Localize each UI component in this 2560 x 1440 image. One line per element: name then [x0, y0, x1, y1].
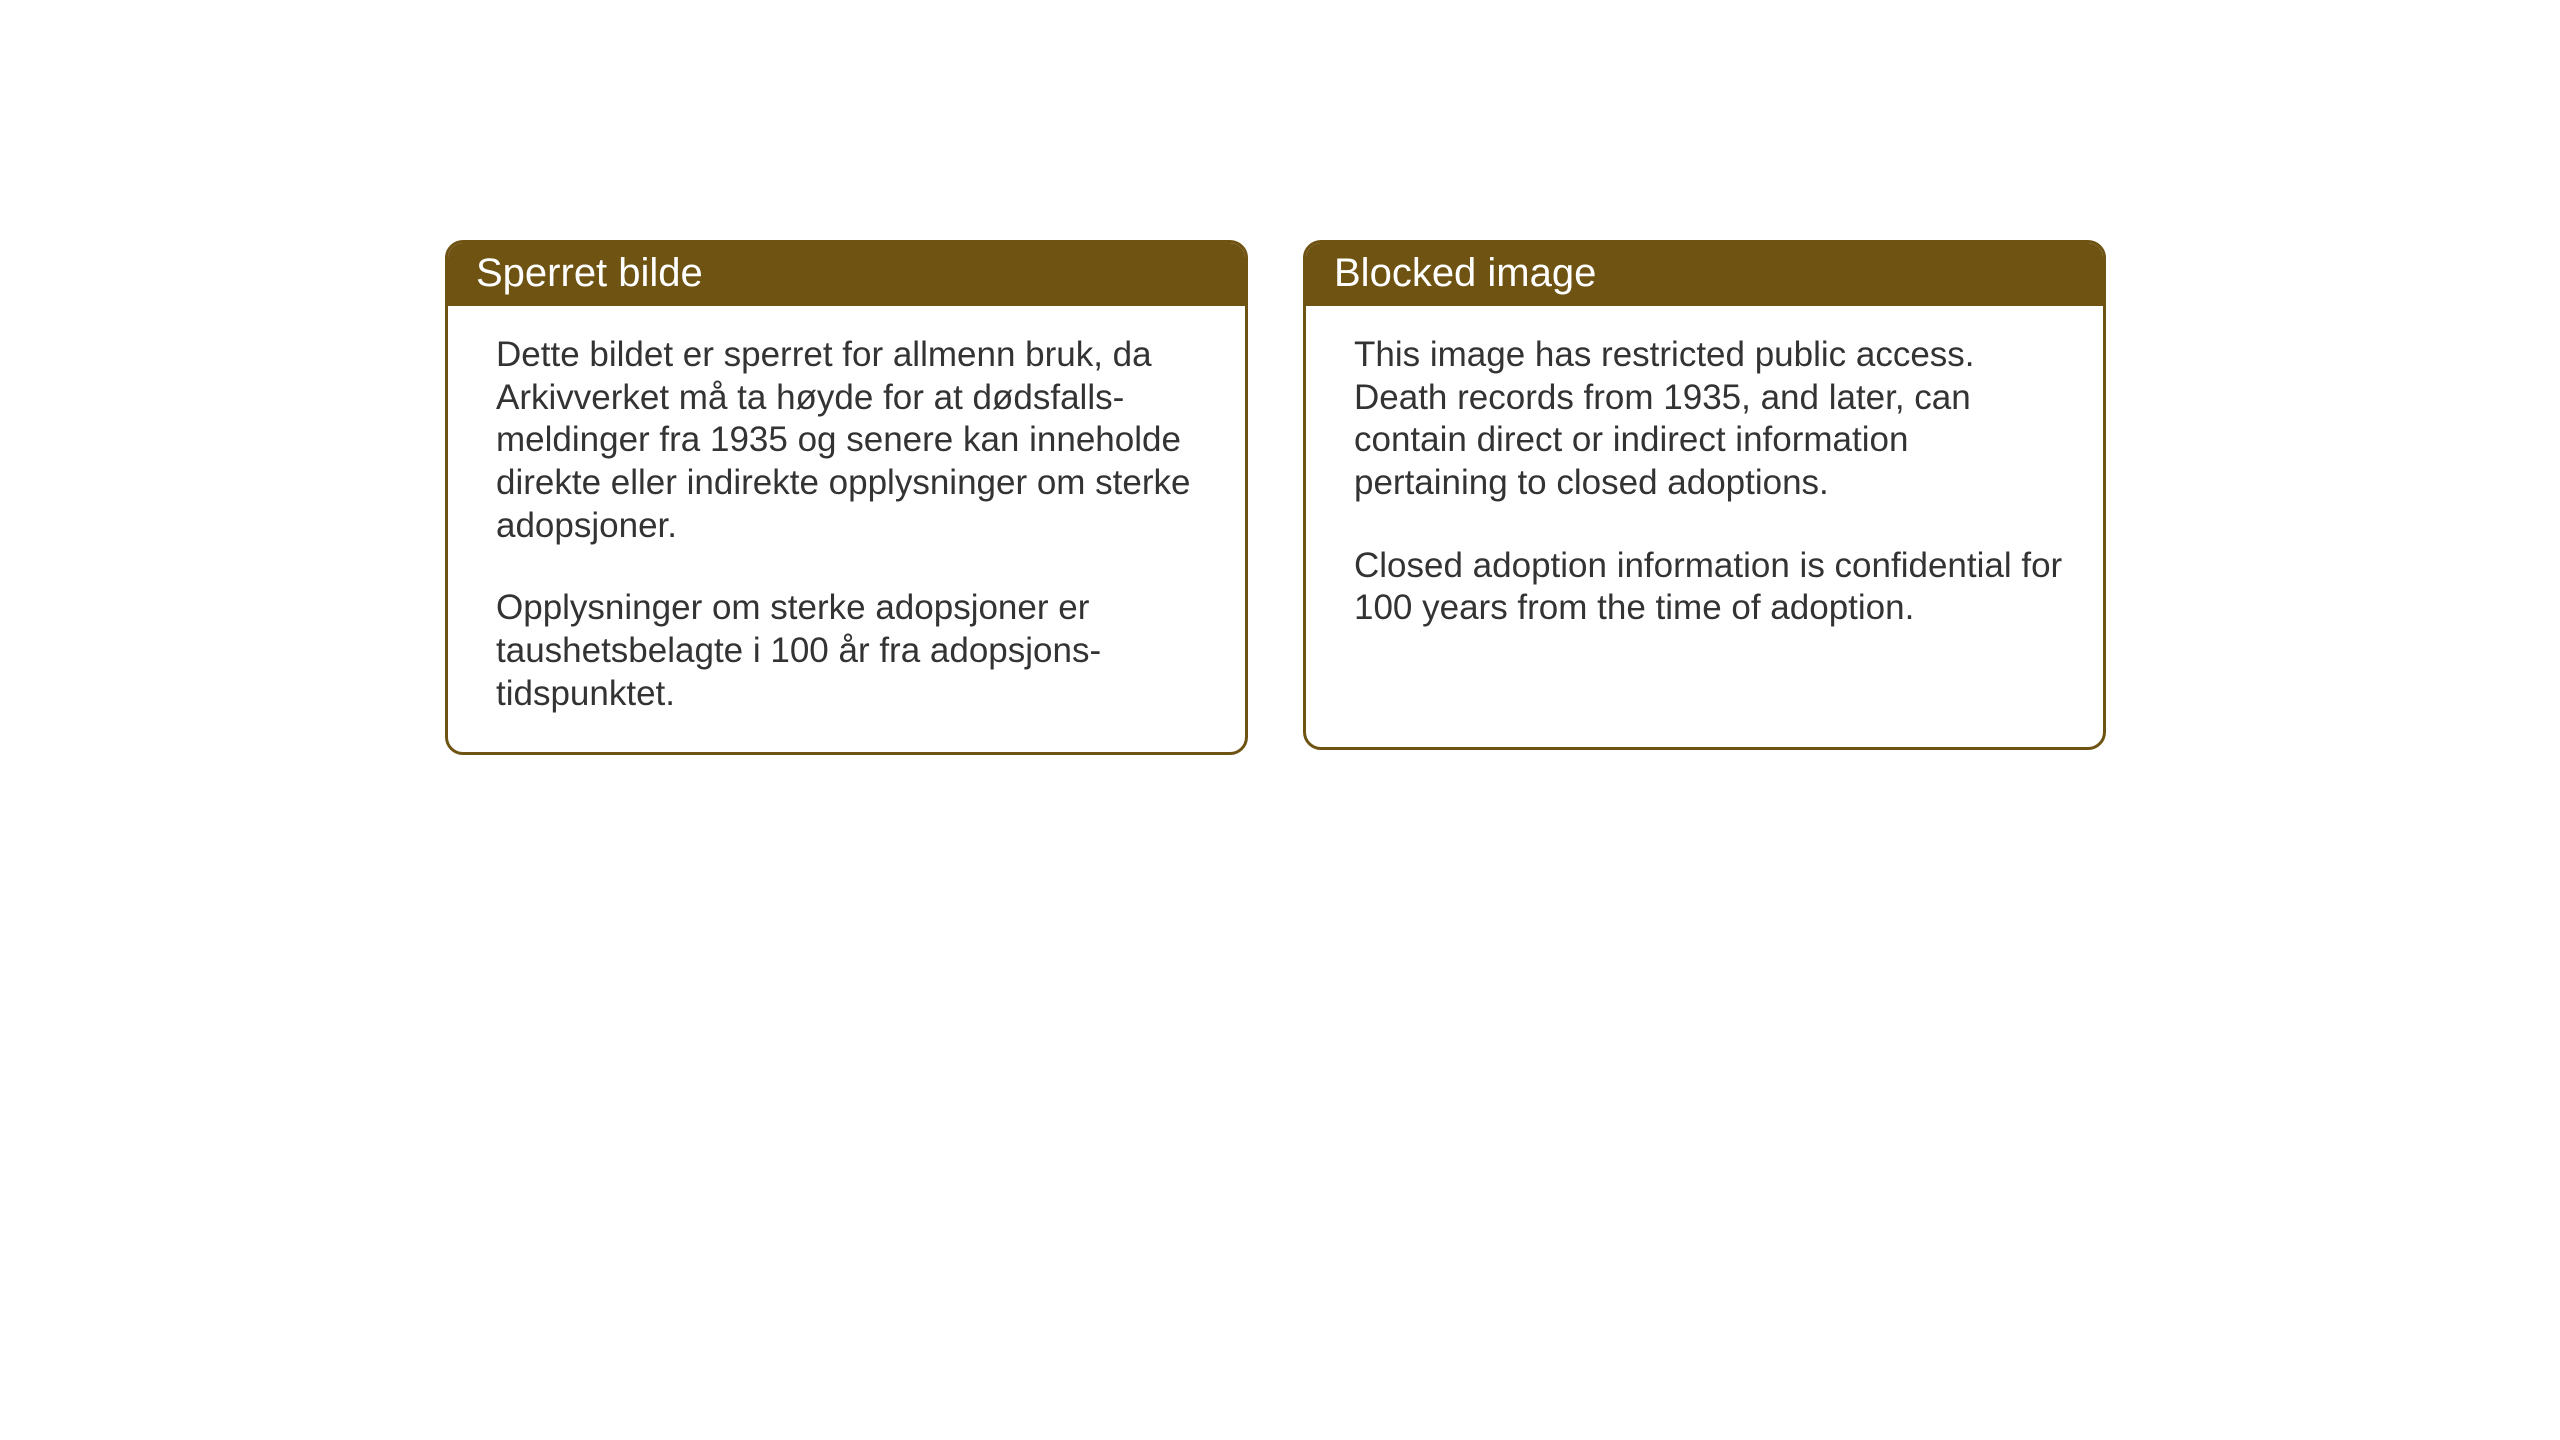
- card-header-english: Blocked image: [1306, 243, 2103, 306]
- card-paragraph: Closed adoption information is confident…: [1354, 545, 2063, 630]
- notice-card-norwegian: Sperret bilde Dette bildet er sperret fo…: [445, 240, 1248, 755]
- card-title-norwegian: Sperret bilde: [476, 251, 703, 295]
- notice-container: Sperret bilde Dette bildet er sperret fo…: [445, 240, 2106, 755]
- card-header-norwegian: Sperret bilde: [448, 243, 1245, 306]
- card-title-english: Blocked image: [1334, 251, 1596, 295]
- notice-card-english: Blocked image This image has restricted …: [1303, 240, 2106, 750]
- card-body-english: This image has restricted public access.…: [1306, 306, 2103, 666]
- card-paragraph: Opplysninger om sterke adopsjoner er tau…: [496, 587, 1205, 715]
- card-paragraph: Dette bildet er sperret for allmenn bruk…: [496, 334, 1205, 547]
- card-body-norwegian: Dette bildet er sperret for allmenn bruk…: [448, 306, 1245, 752]
- card-paragraph: This image has restricted public access.…: [1354, 334, 2063, 505]
